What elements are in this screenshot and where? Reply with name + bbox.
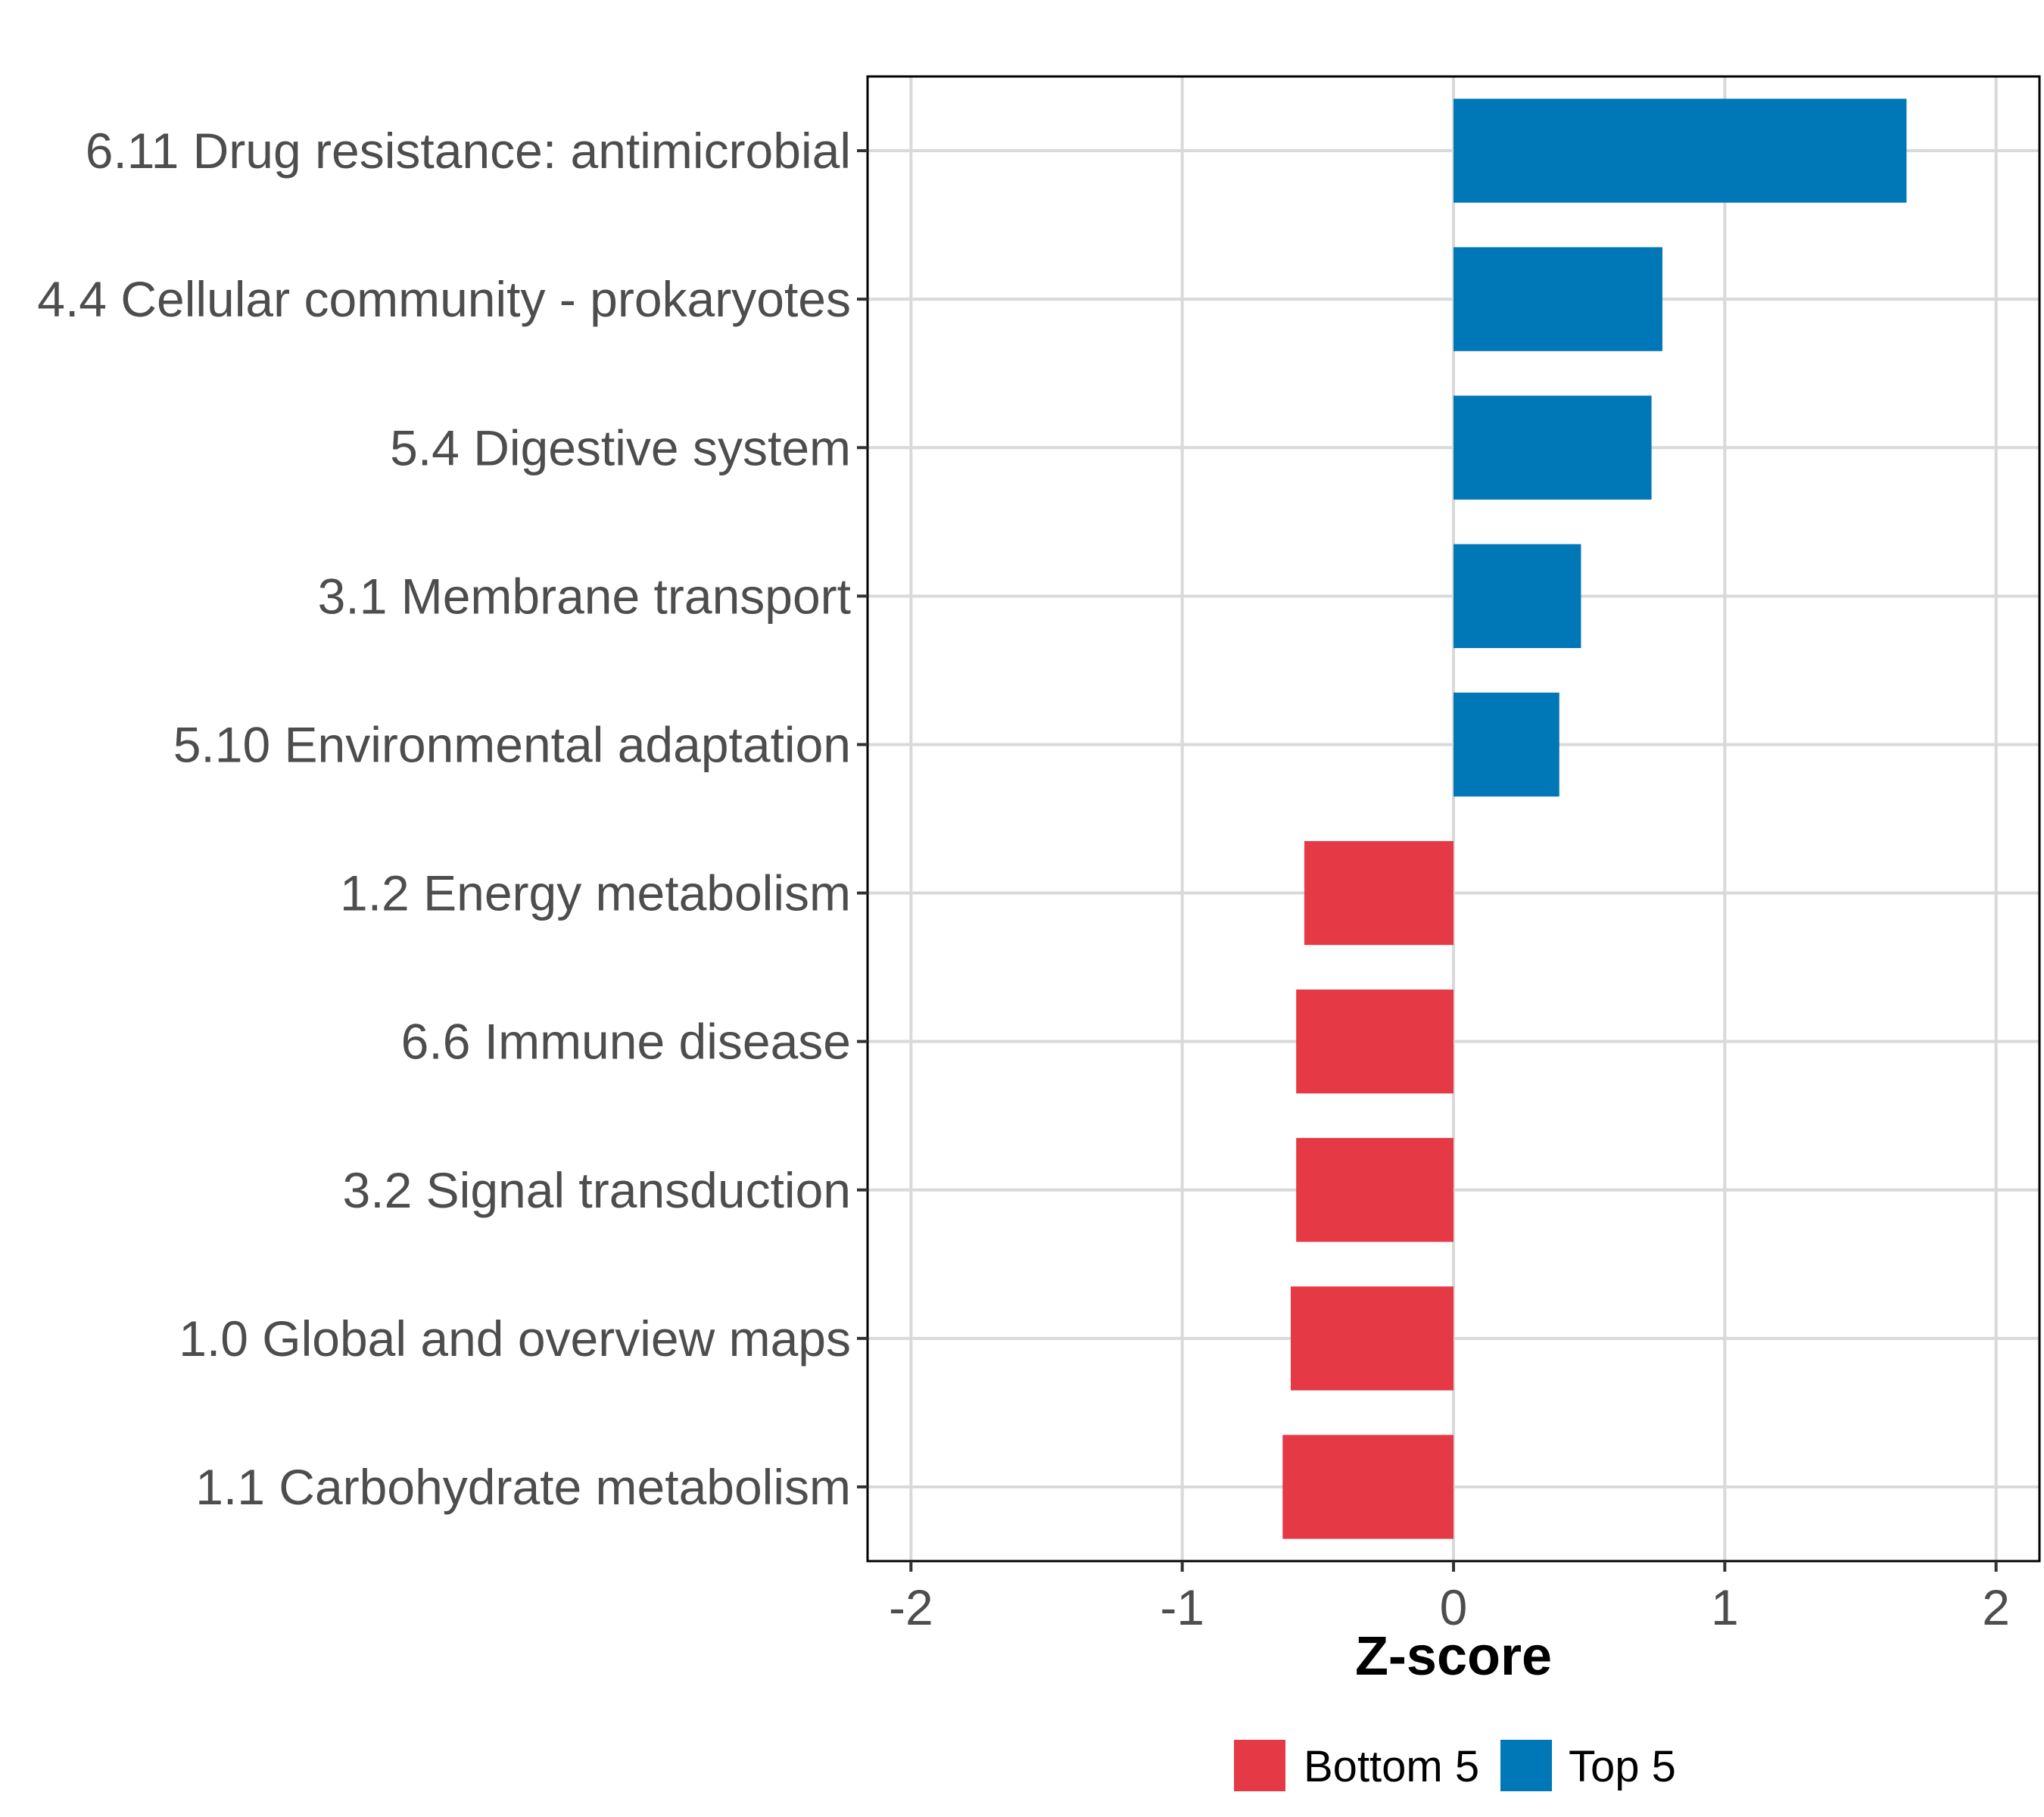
bar: [1291, 1286, 1454, 1391]
legend-swatch: [1234, 1740, 1285, 1791]
bar: [1454, 98, 1907, 203]
bar: [1454, 247, 1662, 351]
bar: [1282, 1435, 1454, 1539]
x-tick-label: -2: [889, 1579, 933, 1635]
y-tick-label: 6.6 Immune disease: [401, 1014, 851, 1070]
y-tick-label: 5.10 Environmental adaptation: [173, 716, 851, 772]
x-tick-label: 2: [1982, 1579, 2010, 1635]
x-tick-label: 1: [1711, 1579, 1739, 1635]
bar: [1296, 1138, 1454, 1242]
legend-swatch: [1500, 1740, 1552, 1791]
x-tick-label: 0: [1440, 1579, 1468, 1635]
bar: [1454, 395, 1652, 500]
bar: [1304, 840, 1454, 946]
bars: [1282, 98, 1907, 1539]
y-tick-label: 3.1 Membrane transport: [318, 568, 851, 624]
bar: [1296, 990, 1454, 1094]
bar: [1454, 692, 1559, 797]
y-tick-label: 6.11 Drug resistance: antimicrobial: [86, 123, 851, 179]
bar: [1454, 544, 1581, 648]
y-tick-label: 4.4 Cellular community - prokaryotes: [37, 271, 851, 327]
y-tick-label: 1.0 Global and overview maps: [179, 1311, 851, 1367]
y-tick-label: 3.2 Signal transduction: [343, 1162, 851, 1218]
y-tick-label: 1.2 Energy metabolism: [340, 865, 851, 921]
x-axis: -2 -1 0 1 2: [889, 1561, 2010, 1635]
legend: Bottom 5 Top 5: [1234, 1740, 1676, 1791]
legend-label: Bottom 5: [1304, 1742, 1479, 1791]
y-tick-label: 1.1 Carbohydrate metabolism: [195, 1459, 851, 1515]
x-tick-label: -1: [1160, 1579, 1204, 1635]
legend-label: Top 5: [1569, 1742, 1676, 1791]
x-axis-title: Z-score: [1355, 1626, 1552, 1687]
y-tick-label: 5.4 Digestive system: [390, 419, 851, 475]
y-axis: 6.11 Drug resistance: antimicrobial 4.4 C…: [37, 123, 868, 1515]
